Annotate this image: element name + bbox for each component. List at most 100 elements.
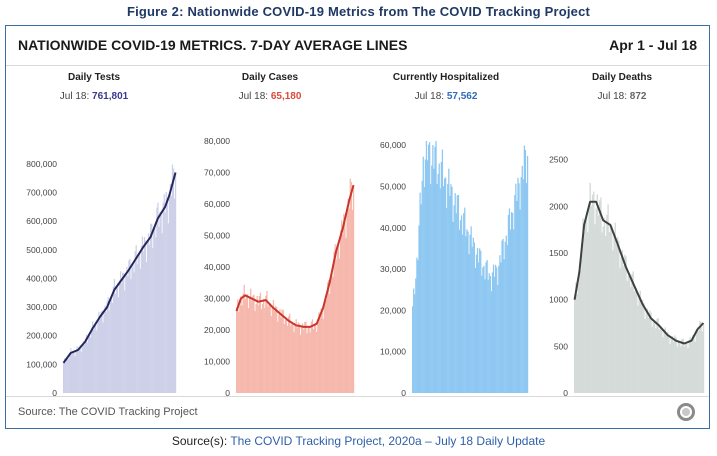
daily-bar — [693, 335, 695, 393]
daily-bar — [429, 142, 431, 393]
daily-bar — [251, 300, 253, 393]
latest-label: Jul 18: — [414, 91, 445, 102]
y-tick-label: 30,000 — [380, 264, 406, 274]
daily-bar — [523, 145, 526, 393]
daily-bar — [237, 299, 239, 393]
daily-bar — [88, 332, 91, 393]
daily-bar — [681, 338, 683, 393]
daily-bar — [112, 286, 114, 393]
latest-value: 65,180 — [270, 91, 302, 102]
daily-bar — [619, 267, 621, 393]
daily-bar — [242, 293, 244, 393]
daily-bar — [690, 342, 693, 393]
y-tick-label: 0 — [563, 388, 568, 396]
daily-bar — [687, 348, 689, 393]
daily-bar — [468, 254, 470, 393]
daily-bar — [253, 294, 255, 393]
panel-daily-tests: 0 100,000 200,000 300,000 400,000 500,000 600,… — [6, 66, 182, 396]
daily-bar — [82, 341, 84, 393]
daily-bar — [481, 275, 483, 393]
source-link[interactable]: The COVID Tracking Project, 2020a – July… — [230, 434, 546, 448]
daily-bar — [258, 295, 261, 393]
daily-bar — [309, 332, 311, 393]
panel-title: Daily Deaths — [591, 72, 653, 83]
daily-bar — [152, 247, 154, 393]
daily-bar — [269, 303, 271, 393]
daily-bar — [100, 312, 102, 393]
daily-bar — [678, 341, 681, 393]
daily-bar — [282, 309, 284, 393]
daily-bar — [661, 328, 663, 393]
daily-bar — [81, 346, 83, 393]
seven-day-average-line — [62, 172, 177, 364]
daily-bar — [243, 284, 245, 393]
daily-bar — [595, 208, 597, 393]
daily-bar — [264, 307, 266, 393]
panel-latest: Jul 18: 57,562 — [358, 91, 534, 102]
daily-bar — [163, 194, 165, 393]
daily-bar — [87, 337, 90, 393]
daily-bar — [159, 211, 161, 393]
daily-bar — [414, 294, 416, 393]
panel-daily-cases: 0 10,000 20,000 30,000 40,000 50,000 60,000 70,… — [182, 66, 358, 396]
daily-bar — [500, 262, 502, 393]
daily-bar — [493, 276, 496, 393]
y-tick-label: 60,000 — [204, 199, 230, 209]
daily-bar — [674, 335, 676, 393]
daily-bar — [430, 183, 432, 393]
daily-bar — [305, 321, 307, 393]
daily-bar — [286, 325, 289, 393]
y-tick-label: 20,000 — [204, 325, 230, 335]
daily-bar — [467, 231, 469, 393]
daily-bar — [491, 272, 494, 393]
daily-bar — [464, 207, 466, 393]
daily-bar — [74, 356, 76, 393]
daily-bar — [421, 180, 423, 393]
daily-bar — [125, 275, 127, 393]
daily-bar — [124, 290, 126, 393]
daily-bar — [471, 246, 473, 393]
daily-bar — [650, 312, 652, 393]
y-tick-label: 400,000 — [26, 273, 57, 283]
daily-bar — [308, 326, 310, 393]
daily-bar — [501, 240, 503, 393]
daily-bar — [483, 265, 485, 393]
daily-bar — [593, 191, 595, 393]
daily-bar — [247, 308, 250, 393]
daily-bar — [255, 303, 257, 393]
daily-bar — [474, 268, 477, 393]
daily-bar — [244, 299, 246, 393]
y-tick-label: 500 — [554, 341, 568, 351]
daily-bar — [498, 265, 500, 393]
daily-bar — [515, 183, 517, 393]
daily-bar — [676, 346, 678, 393]
daily-bar — [452, 221, 454, 393]
daily-bar — [345, 237, 347, 393]
daily-bar — [686, 343, 688, 393]
daily-bar — [418, 225, 420, 393]
daily-bar — [476, 247, 479, 393]
daily-bar — [465, 236, 467, 393]
daily-bar — [324, 295, 327, 393]
daily-bar — [75, 351, 77, 393]
daily-bar — [347, 198, 349, 393]
daily-bar — [412, 306, 414, 393]
daily-bar — [585, 211, 588, 393]
daily-bar — [291, 322, 293, 393]
daily-bar — [337, 245, 340, 393]
daily-bar — [284, 319, 286, 393]
daily-bar — [634, 287, 637, 393]
daily-bar — [139, 268, 141, 393]
daily-bar — [154, 225, 156, 393]
daily-bar — [520, 177, 522, 393]
daily-bar — [321, 308, 323, 393]
daily-bar — [129, 258, 131, 393]
daily-bar — [64, 358, 66, 393]
daily-bar — [128, 260, 130, 393]
daily-bar — [146, 241, 149, 393]
daily-bar — [106, 301, 108, 393]
daily-bar — [351, 210, 354, 393]
daily-bar — [653, 320, 656, 393]
daily-bar — [318, 312, 320, 393]
daily-bar — [133, 272, 135, 393]
